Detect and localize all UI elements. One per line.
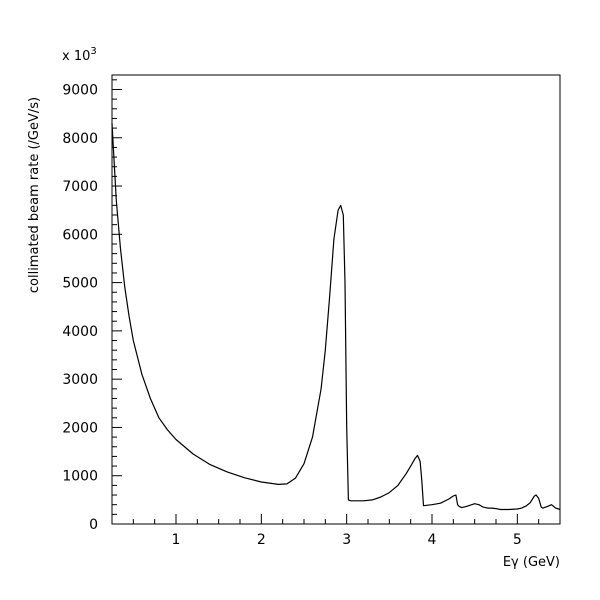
series-group bbox=[111, 123, 561, 511]
y-tick-label: 1000 bbox=[62, 469, 98, 485]
x-tick-label: 2 bbox=[257, 532, 266, 548]
y-tick-label: 4000 bbox=[62, 324, 98, 340]
x-axis-ticks: 1 2 3 4 5 bbox=[111, 514, 561, 548]
y-tick-label: 6000 bbox=[62, 227, 98, 243]
x-tick-label: 5 bbox=[513, 532, 522, 548]
y-tick-label: 2000 bbox=[62, 420, 98, 436]
x-axis-label: Eγ (GeV) bbox=[503, 555, 560, 570]
y-tick-label: 0 bbox=[89, 517, 98, 533]
x-tick-label: 4 bbox=[428, 532, 437, 548]
x-tick-label: 1 bbox=[172, 532, 181, 548]
x-tick-label: 3 bbox=[342, 532, 351, 548]
plot-frame bbox=[111, 74, 561, 525]
series-line bbox=[111, 123, 561, 511]
y-tick-label: 7000 bbox=[62, 179, 98, 195]
y-axis-ticks: 0 1000 2000 3000 4000 5000 6000 7000 8000 9000 bbox=[62, 79, 122, 533]
y-tick-label: 5000 bbox=[62, 276, 98, 292]
y-tick-label: 8000 bbox=[62, 131, 98, 147]
y-tick-label: 9000 bbox=[62, 82, 98, 98]
y-tick-label: 3000 bbox=[62, 372, 98, 388]
y-multiplier-label: x 103 bbox=[62, 46, 97, 64]
y-axis-label: collimated beam rate (/GeV/s) bbox=[27, 97, 42, 293]
